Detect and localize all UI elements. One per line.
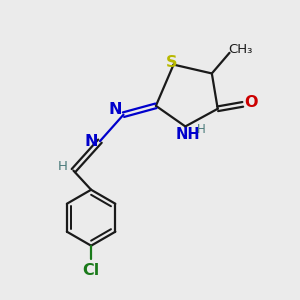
Text: N: N — [109, 102, 122, 117]
Text: CH₃: CH₃ — [229, 44, 253, 56]
Text: O: O — [244, 95, 258, 110]
Text: NH: NH — [176, 127, 200, 142]
Text: N: N — [85, 134, 98, 149]
Text: H: H — [57, 160, 67, 173]
Text: S: S — [166, 55, 178, 70]
Text: H: H — [197, 123, 206, 136]
Text: Cl: Cl — [82, 262, 100, 278]
